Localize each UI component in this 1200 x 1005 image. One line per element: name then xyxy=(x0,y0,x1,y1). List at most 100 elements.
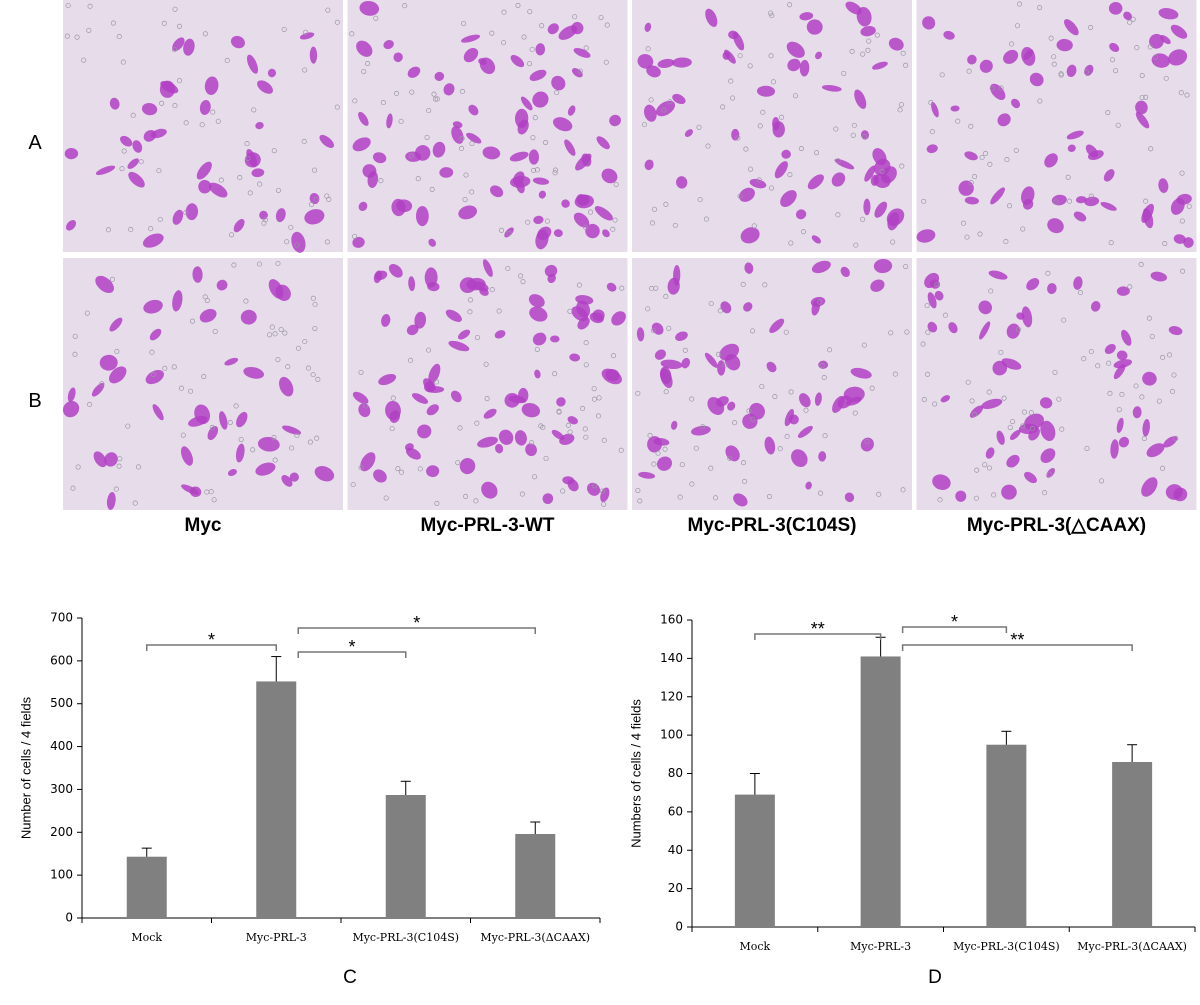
pore xyxy=(1010,418,1016,425)
pore xyxy=(302,338,308,345)
cell xyxy=(1084,196,1100,207)
pore xyxy=(75,464,81,470)
cell xyxy=(532,91,549,108)
pore xyxy=(751,223,757,229)
pore xyxy=(582,426,588,432)
pore xyxy=(132,500,138,506)
bar xyxy=(986,744,1027,927)
cell xyxy=(445,309,462,322)
pore xyxy=(1119,391,1125,398)
bar xyxy=(126,856,167,918)
pore xyxy=(1149,333,1155,339)
pore xyxy=(869,385,875,391)
cell xyxy=(573,47,591,58)
cell xyxy=(199,99,211,115)
pore xyxy=(311,167,318,173)
x-tick-label: Myc-PRL-3 xyxy=(850,940,911,953)
cell xyxy=(551,75,566,91)
cell xyxy=(1170,24,1188,39)
cell xyxy=(483,408,497,419)
cell xyxy=(243,366,265,379)
pore xyxy=(783,329,789,335)
pore xyxy=(202,31,208,37)
y-tick-label: 0 xyxy=(65,911,73,925)
cell xyxy=(358,201,368,212)
pore xyxy=(635,487,641,494)
pore xyxy=(1171,372,1177,378)
pore xyxy=(1003,239,1009,245)
pore xyxy=(544,218,550,224)
cell xyxy=(916,229,936,243)
pore xyxy=(395,466,401,472)
cell xyxy=(786,41,805,58)
cell xyxy=(559,433,575,445)
cell xyxy=(872,148,887,166)
cell xyxy=(373,469,387,483)
cell xyxy=(818,451,827,462)
pore xyxy=(619,285,625,291)
pore xyxy=(727,455,733,461)
pore xyxy=(86,27,92,33)
y-tick-label: 700 xyxy=(50,611,73,625)
pore xyxy=(271,148,277,154)
cell xyxy=(806,19,823,35)
cell xyxy=(547,23,559,35)
pore xyxy=(717,308,723,314)
cell xyxy=(532,332,547,346)
cell xyxy=(66,220,77,231)
significance-bracket xyxy=(901,626,1008,633)
pore xyxy=(865,47,871,53)
column-label: Myc-PRL-3(△CAAX) xyxy=(967,515,1146,536)
cell xyxy=(1009,429,1021,440)
cell xyxy=(1150,271,1168,282)
cell xyxy=(1003,49,1019,64)
y-axis-title: Numbers of cells / 4 fields xyxy=(628,699,643,848)
cell xyxy=(457,329,471,340)
pore xyxy=(991,492,997,498)
pore xyxy=(483,361,489,367)
pore xyxy=(295,345,301,351)
cell xyxy=(791,449,808,468)
pore xyxy=(398,118,404,124)
significance-bracket xyxy=(297,651,407,658)
cell xyxy=(672,57,692,68)
cell xyxy=(426,386,445,393)
pore xyxy=(787,172,793,178)
pore xyxy=(426,347,432,353)
pore xyxy=(538,423,544,429)
pore xyxy=(818,490,824,496)
cell xyxy=(815,51,823,60)
cell xyxy=(585,223,600,239)
pore xyxy=(176,78,182,84)
cell xyxy=(439,167,454,178)
pore xyxy=(649,285,655,292)
pore xyxy=(275,357,281,363)
pore xyxy=(114,348,120,355)
pore xyxy=(1179,218,1185,224)
pore xyxy=(737,193,743,199)
pore xyxy=(1037,5,1043,11)
cell xyxy=(571,68,583,78)
pore xyxy=(1053,199,1059,205)
cell xyxy=(450,390,462,403)
pore xyxy=(760,109,766,115)
cell xyxy=(609,114,621,127)
cell xyxy=(216,279,228,291)
pore xyxy=(697,197,703,203)
pore xyxy=(835,212,841,218)
cell xyxy=(653,438,670,446)
cell xyxy=(95,275,114,293)
cell xyxy=(352,137,371,152)
pore xyxy=(792,93,799,99)
pore xyxy=(262,217,268,223)
panel-label: D xyxy=(928,967,942,988)
cell xyxy=(955,490,967,502)
pore xyxy=(72,351,78,357)
cell xyxy=(91,382,105,397)
pore xyxy=(532,115,538,121)
pore xyxy=(389,426,395,432)
pore xyxy=(841,70,847,76)
pore xyxy=(362,403,369,409)
pore xyxy=(515,2,521,8)
cell xyxy=(592,309,605,322)
